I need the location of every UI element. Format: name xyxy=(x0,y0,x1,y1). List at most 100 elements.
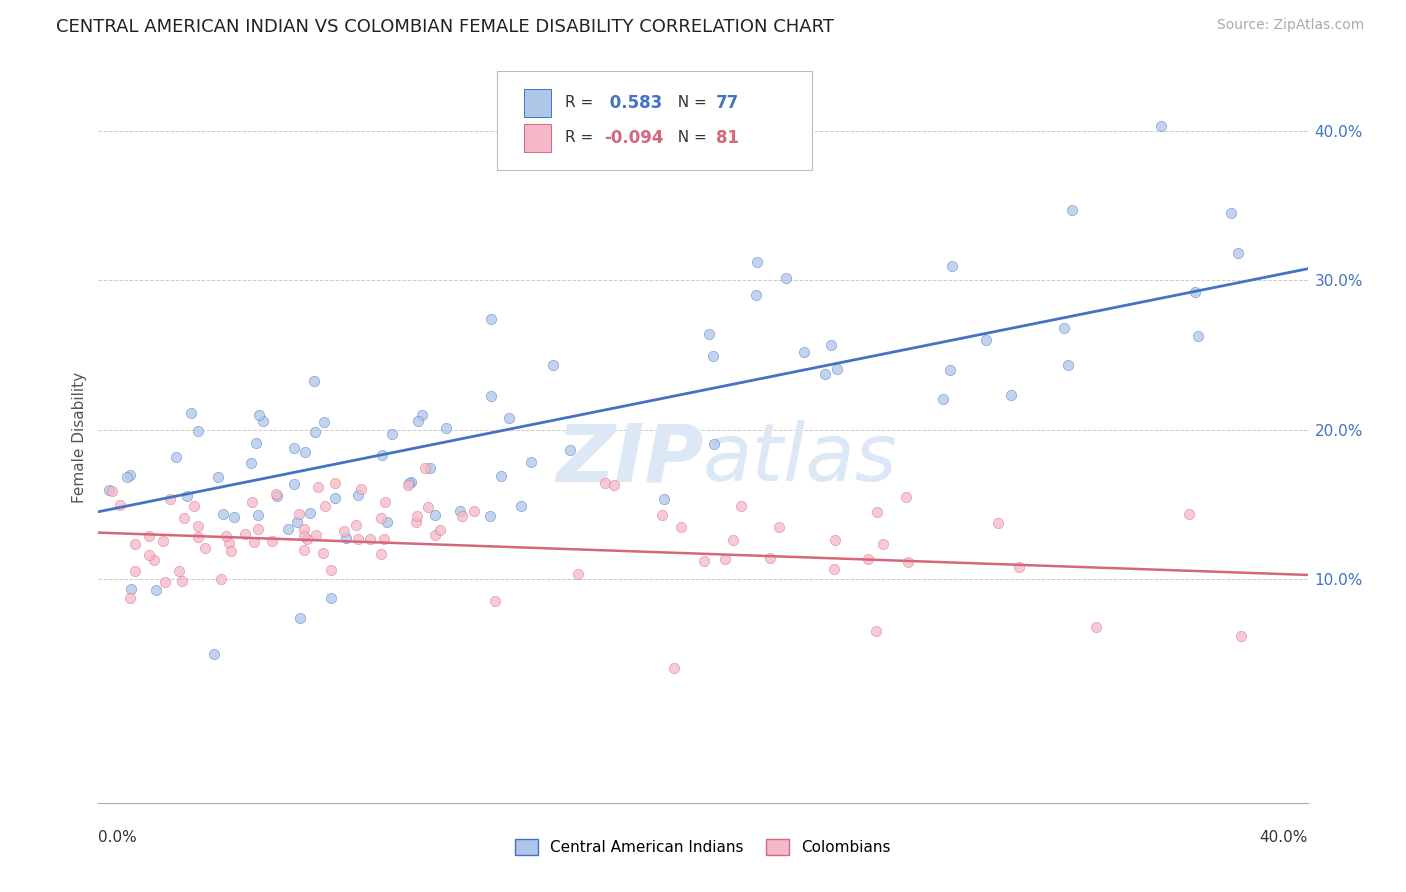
Point xyxy=(370,548,392,562)
Point xyxy=(304,425,326,439)
Point xyxy=(1226,246,1249,260)
Point xyxy=(932,392,955,406)
Point xyxy=(350,483,373,497)
Point xyxy=(1187,328,1209,343)
Point xyxy=(359,532,381,546)
Point xyxy=(319,591,342,605)
Point xyxy=(304,374,326,388)
Point xyxy=(159,491,181,506)
Point xyxy=(478,508,501,523)
Point xyxy=(207,469,229,483)
Point xyxy=(541,358,564,372)
Point xyxy=(305,528,328,542)
Point xyxy=(370,510,392,524)
Point xyxy=(1184,285,1206,300)
Point xyxy=(479,389,502,403)
Point xyxy=(693,554,716,568)
Point xyxy=(373,495,395,509)
Text: R =: R = xyxy=(565,130,599,145)
Text: ZIP: ZIP xyxy=(555,420,703,498)
Point xyxy=(418,500,440,514)
Point xyxy=(335,531,357,545)
Point xyxy=(323,476,346,491)
Point xyxy=(290,611,312,625)
Point xyxy=(118,467,141,482)
Point xyxy=(484,593,506,607)
Point xyxy=(669,520,692,534)
Point xyxy=(699,327,721,342)
Point xyxy=(314,499,336,513)
Point xyxy=(1178,508,1201,522)
Point xyxy=(124,564,146,578)
Point xyxy=(824,533,846,547)
Y-axis label: Female Disability: Female Disability xyxy=(72,371,87,503)
FancyBboxPatch shape xyxy=(498,71,811,170)
Point xyxy=(939,363,962,377)
Text: 77: 77 xyxy=(716,94,740,112)
Point xyxy=(415,461,437,475)
Point xyxy=(652,492,675,507)
Text: atlas: atlas xyxy=(703,420,898,498)
Point xyxy=(1008,560,1031,574)
Point xyxy=(730,500,752,514)
Point xyxy=(425,508,447,522)
Point xyxy=(283,441,305,455)
Point xyxy=(405,515,427,529)
Point xyxy=(714,552,737,566)
Point xyxy=(153,574,176,589)
Point xyxy=(233,527,256,541)
Point xyxy=(866,505,889,519)
Point xyxy=(987,516,1010,530)
Text: 40.0%: 40.0% xyxy=(1260,830,1308,845)
Point xyxy=(451,508,474,523)
Point xyxy=(745,255,768,269)
Point xyxy=(145,582,167,597)
Point xyxy=(1056,359,1078,373)
Point xyxy=(183,500,205,514)
Point xyxy=(170,574,193,588)
Point xyxy=(187,519,209,533)
Point xyxy=(138,529,160,543)
Point xyxy=(247,508,270,523)
Point xyxy=(219,543,242,558)
Point xyxy=(240,495,263,509)
Point xyxy=(264,487,287,501)
Point xyxy=(344,518,367,533)
Point xyxy=(124,537,146,551)
Point xyxy=(702,349,724,363)
Legend: Central American Indians, Colombians: Central American Indians, Colombians xyxy=(509,833,897,861)
Point xyxy=(299,506,322,520)
Point xyxy=(479,312,502,326)
Point xyxy=(266,489,288,503)
Point xyxy=(974,333,997,347)
Point xyxy=(897,555,920,569)
Point xyxy=(463,503,485,517)
FancyBboxPatch shape xyxy=(524,89,551,117)
Point xyxy=(277,522,299,536)
Point xyxy=(187,424,209,438)
Point xyxy=(1230,629,1253,643)
Point xyxy=(865,624,887,639)
Point xyxy=(419,460,441,475)
Point xyxy=(371,448,394,462)
Point xyxy=(823,562,845,576)
Point xyxy=(222,510,245,524)
Point xyxy=(115,469,138,483)
Point xyxy=(858,551,880,566)
Point xyxy=(218,536,240,550)
Text: Source: ZipAtlas.com: Source: ZipAtlas.com xyxy=(1216,18,1364,32)
Point xyxy=(793,345,815,359)
Point xyxy=(489,468,512,483)
Point xyxy=(567,566,589,581)
Point xyxy=(941,259,963,273)
Point xyxy=(288,508,311,522)
Text: 0.0%: 0.0% xyxy=(98,830,138,845)
Point xyxy=(314,416,336,430)
Point xyxy=(423,528,446,542)
Point xyxy=(152,533,174,548)
Point xyxy=(294,444,316,458)
Point xyxy=(1085,619,1108,633)
Point xyxy=(775,271,797,285)
Text: N =: N = xyxy=(668,95,711,111)
Point xyxy=(721,533,744,548)
